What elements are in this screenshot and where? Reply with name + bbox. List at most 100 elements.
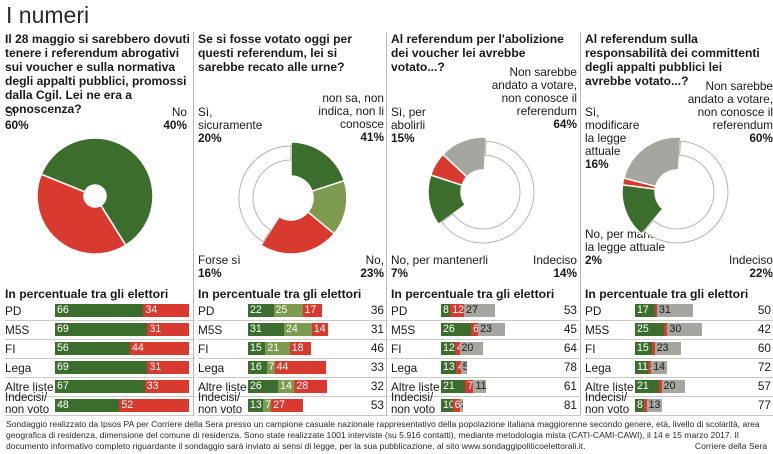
slice-label: No 40% [163,106,187,132]
slice-label: Non sarebbe andato a votare, non conosce… [677,80,773,145]
bar-segment: 23 [654,342,682,355]
slice-label: No, per mantenerli 7% [391,254,488,280]
stacked-bar: 8 12 27 [441,304,496,317]
table-row: Indecisi/non voto 8213 77 [585,392,773,416]
slice-name: Forse sì [198,253,241,267]
table-row: Lega 11314 72 [585,360,773,376]
row-label: Lega [585,361,612,375]
stacked-bar: 67 33 [55,380,189,393]
slice-value: 16% [585,157,609,171]
slice-name: Sì, modificare la legge attuale [585,105,640,158]
bar-segment: 7 [263,399,272,412]
row-label: M5S [391,323,416,337]
row-divider [198,320,388,321]
bar-segment: 11 [635,361,648,374]
stacked-bar: 26 14 28 [248,380,327,393]
bar-segment: 26 [248,380,279,393]
bar-segment: 25 [273,304,303,317]
row-total: 60 [757,341,771,355]
row-total: 57 [757,379,771,393]
row-total: 78 [563,360,577,374]
row-label: FI [391,342,402,356]
bar-segment: 2 [652,342,655,355]
row-label: Altre liste [391,380,440,394]
row-label: Indecisi/non voto [198,392,243,416]
bar-segment: 31 [248,323,284,336]
row-divider [198,358,388,359]
slice-label: Indeciso 14% [533,254,577,280]
bar-segment: 8 [441,304,451,317]
bar-segment: 13 [646,399,662,412]
slice-name: Indeciso [729,253,773,267]
row-label: PD [5,304,22,318]
row-divider [391,339,581,340]
table-row: Altre liste 26 14 28 32 [198,379,388,395]
slice-name: non sa, non indica, non li conosce [318,91,384,131]
stacked-bar: 13 7 27 [248,399,303,412]
row-total: 64 [563,341,577,355]
table-row: PD 8 12 27 53 [391,303,581,319]
bar-segment: 6 [471,323,479,336]
slice-value: 15% [391,131,415,145]
source-credit: Corriere della Sera [694,441,767,451]
chart-question: Al referendum per l'abolizione dei vouch… [391,32,564,74]
bar-segment: 11 [473,380,487,393]
bar-segment: 22 [248,304,274,317]
bar-segment: 27 [271,399,303,412]
bar-segment: 6 [452,399,460,412]
chart-question: Il 28 maggio si sarebbero dovuti tenere … [5,32,190,116]
row-total: 36 [370,303,384,317]
row-total: 61 [563,379,577,393]
donut-chart [238,141,348,255]
bar-segment: 4 [454,342,460,355]
table-title: In percentuale tra gli elettori [391,287,555,301]
stacked-bar: 21220 [635,380,685,393]
table-row: Lega 1345 78 [391,360,581,376]
slice-value: 64% [553,117,577,131]
table-row: PD 66 34 [5,303,195,319]
bar-segment: 2 [654,304,658,317]
row-divider [5,377,195,378]
table-row: M5S 69 31 [5,322,195,338]
bar-segment: 52 [119,399,189,412]
row-label: Indecisi/non voto [585,392,630,416]
bar-segment: 13 [441,361,457,374]
row-total: 31 [370,322,384,336]
stacked-bar: 31 24 14 [248,323,329,336]
row-total: 33 [370,360,384,374]
table-row: PD 17231 50 [585,303,773,319]
row-divider [5,320,195,321]
chart-panel-3: Al referendum per l'abolizione dei vouch… [391,30,581,418]
row-divider [5,358,195,359]
slice-label: Indeciso 22% [729,254,773,280]
donut-slice-outline [643,140,729,244]
stacked-bar: 25330 [635,323,703,336]
table-row: FI 12420 64 [391,341,581,357]
row-total: 50 [757,303,771,317]
row-label: PD [391,304,408,318]
bar-segment: 26 [441,323,472,336]
bar-segment: 15 [248,342,266,355]
slice-name: Indeciso [533,253,577,267]
bar-segment: 13 [248,399,264,412]
slice-label: Forse sì 16% [198,254,241,280]
table-row: M5S 25330 42 [585,322,773,338]
slice-label: Sì, sicuramente 20% [198,106,270,145]
table-row: Altre liste21220 57 [585,379,773,395]
slice-value: 14% [553,266,577,280]
stacked-bar: 48 52 [55,399,189,412]
bar-segment: 34 [143,304,189,317]
slice-value: 40% [163,118,187,132]
row-divider [391,358,581,359]
bar-segment: 28 [294,380,327,393]
stacked-bar: 11314 [635,361,668,374]
stacked-bar: 8213 [635,399,662,412]
table-title: In percentuale tra gli elettori [198,287,362,301]
row-label: Lega [5,361,32,375]
donut-chart [36,137,154,255]
row-divider [198,396,388,397]
column-divider [193,32,194,416]
table-row: FI 56 44 [5,341,195,357]
bar-segment: 27 [464,304,496,317]
bar-segment: 2 [659,380,662,393]
